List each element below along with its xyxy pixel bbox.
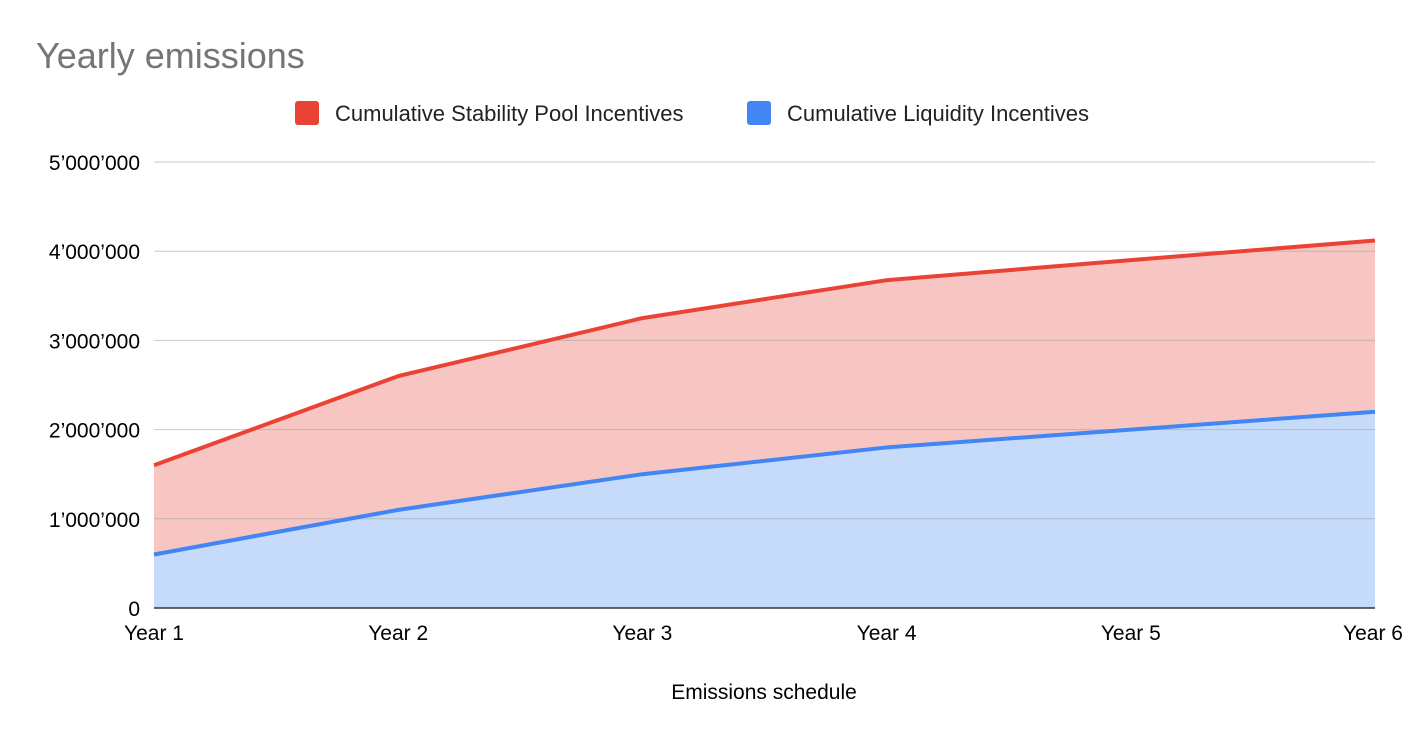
legend: Cumulative Stability Pool Incentives Cum… bbox=[295, 101, 1089, 126]
legend-swatch-stability-pool bbox=[295, 101, 319, 125]
y-tick-label-2: 2’000’000 bbox=[49, 420, 140, 443]
area-stability-pool bbox=[154, 240, 1375, 555]
x-axis-title: Emissions schedule bbox=[671, 681, 857, 704]
plot-area: 0 1’000’000 2’000’000 3’000’000 4’000’000 5’0… bbox=[49, 152, 1403, 645]
x-tick-label-1: Year 2 bbox=[368, 622, 428, 645]
y-tick-label-3: 3’000’000 bbox=[49, 330, 140, 353]
x-tick-label-3: Year 4 bbox=[857, 622, 917, 645]
y-tick-label-1: 1’000’000 bbox=[49, 509, 140, 532]
legend-item-liquidity[interactable]: Cumulative Liquidity Incentives bbox=[747, 101, 1089, 126]
x-tick-label-5: Year 6 bbox=[1343, 622, 1403, 645]
area-liquidity bbox=[154, 411, 1375, 608]
y-tick-label-0: 0 bbox=[128, 598, 140, 621]
x-tick-label-2: Year 3 bbox=[612, 622, 672, 645]
legend-swatch-liquidity bbox=[747, 101, 771, 125]
x-tick-label-4: Year 5 bbox=[1101, 622, 1161, 645]
line-liquidity bbox=[153, 409, 1376, 557]
legend-label-liquidity: Cumulative Liquidity Incentives bbox=[787, 101, 1089, 126]
legend-item-stability-pool[interactable]: Cumulative Stability Pool Incentives bbox=[295, 101, 684, 126]
chart-title: Yearly emissions bbox=[36, 35, 305, 76]
x-tick-label-0: Year 1 bbox=[124, 622, 184, 645]
line-stability-pool bbox=[153, 238, 1376, 468]
y-tick-label-5: 5’000’000 bbox=[49, 152, 140, 175]
legend-label-stability-pool: Cumulative Stability Pool Incentives bbox=[335, 101, 684, 126]
y-tick-label-4: 4’000’000 bbox=[49, 241, 140, 264]
